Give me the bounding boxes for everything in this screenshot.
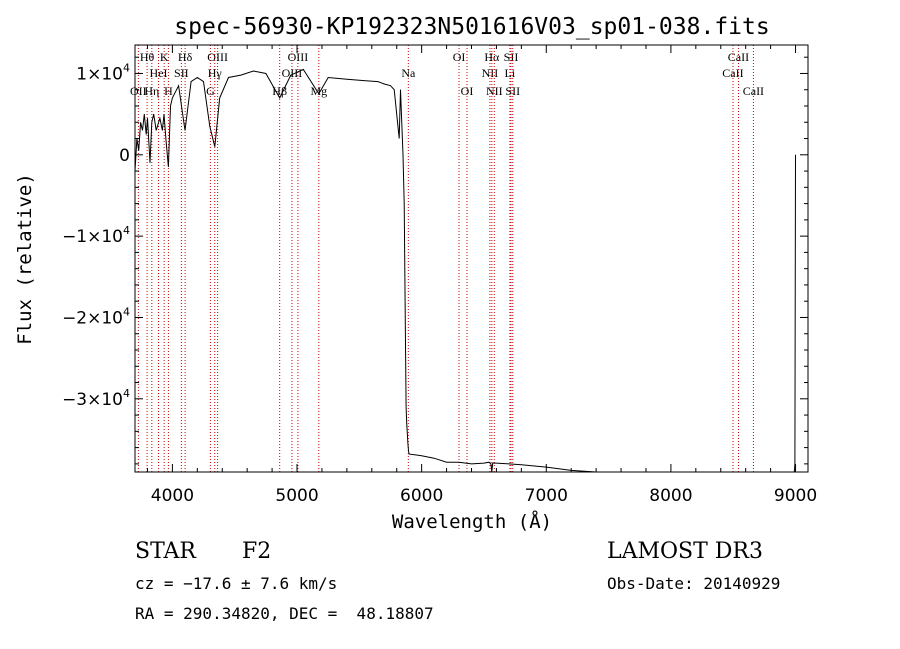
plot-frame	[134, 44, 809, 473]
y-tick-label: 0	[119, 146, 130, 166]
line-label: OII	[130, 84, 147, 98]
line-label: Hα	[484, 50, 500, 64]
y-tick-label: −3×104	[62, 387, 130, 410]
object-class: STAR	[135, 539, 196, 564]
line-label: G	[206, 84, 215, 98]
x-axis-label: Wavelength (Å)	[392, 510, 552, 533]
line-label: NII	[486, 84, 503, 98]
survey-name: LAMOST DR3	[607, 539, 763, 564]
x-tick-label: 9000	[774, 486, 817, 506]
line-label: NII	[482, 66, 499, 80]
y-axis: 1×104 0 −1×104 −2×104 −3×104	[62, 56, 808, 465]
line-label: Na	[401, 66, 416, 80]
x-tick-label: 5000	[275, 486, 318, 506]
line-label: OIII	[288, 50, 309, 64]
line-label: SII	[505, 84, 520, 98]
redshift-text: cz = −17.6 ± 7.6 km/s	[135, 574, 338, 593]
y-axis-label: Flux (relative)	[14, 173, 36, 345]
x-tick-label: 6000	[400, 486, 443, 506]
line-label: Hβ	[272, 84, 287, 98]
line-label: Hη	[144, 84, 159, 98]
line-label: OIII	[207, 50, 228, 64]
line-label: K	[160, 50, 169, 64]
x-tick-label: 4000	[151, 486, 194, 506]
y-tick-label: −2×104	[62, 305, 130, 328]
line-label: OI	[453, 50, 466, 64]
line-label: Hδ	[178, 50, 193, 64]
line-label: OI	[461, 84, 474, 98]
line-label: H	[164, 84, 173, 98]
line-label: Mg	[310, 84, 327, 98]
line-label: SII	[504, 50, 519, 64]
line-label: Li	[505, 66, 516, 80]
spectrum-line	[134, 68, 796, 473]
x-axis: 4000 5000 6000 7000 8000 9000	[146, 45, 817, 506]
chart-title: spec-56930-KP192323N501616V03_sp01-038.f…	[174, 14, 769, 40]
x-tick-label: 7000	[525, 486, 568, 506]
line-label: CaII	[722, 66, 743, 80]
line-label: Hθ	[140, 50, 155, 64]
y-tick-label: −1×104	[62, 224, 130, 247]
line-label: CaII	[743, 84, 764, 98]
line-markers: OII Hθ Hη HeI K H Hδ SII G OIII Hγ Hβ OIII OIII Mg Na OI…	[130, 45, 764, 472]
x-tick-label: 8000	[649, 486, 692, 506]
line-label: HeI	[150, 66, 168, 80]
obs-date: Obs-Date: 20140929	[607, 574, 781, 593]
line-label: SII	[174, 66, 189, 80]
line-label: CaII	[728, 50, 749, 64]
line-label: OIII	[282, 66, 303, 80]
subclass: F2	[242, 539, 272, 564]
coordinates: RA = 290.34820, DEC = 48.18807	[135, 604, 434, 623]
line-label: Hγ	[208, 66, 223, 80]
y-tick-label: 1×104	[76, 61, 130, 84]
